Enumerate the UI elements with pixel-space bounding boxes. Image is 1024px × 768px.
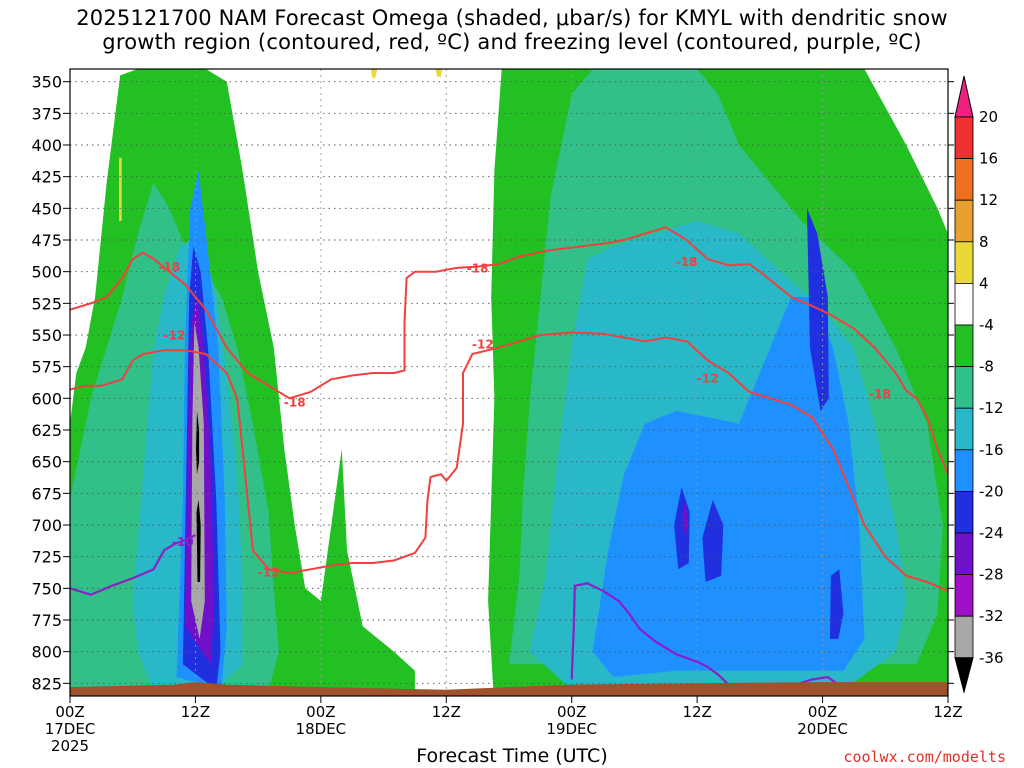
colorbar-label-2: 12 bbox=[979, 191, 998, 209]
colorbar-label-5: -4 bbox=[979, 316, 994, 334]
y-axis: 350 375 400 425 450 475 500 525 550 575 600 625 650 6… bbox=[31, 73, 954, 693]
x-tick-label-12-0: 12Z bbox=[181, 703, 210, 721]
y-tick-label-625: 625 bbox=[31, 421, 62, 440]
contour-label-1: -12 bbox=[164, 329, 186, 343]
colorbar-swatch-7 bbox=[954, 407, 974, 451]
y-tick-label-800: 800 bbox=[31, 643, 62, 662]
omega-area-w36-7 bbox=[196, 411, 200, 475]
y-tick-label-775: 775 bbox=[31, 611, 62, 630]
x-tick-label-24-1: 18DEC bbox=[296, 720, 347, 738]
colorbar-swatch-12 bbox=[954, 615, 974, 659]
colorbar-top-arrow bbox=[954, 75, 974, 118]
colorbar-swatch-2 bbox=[954, 199, 974, 243]
colorbar-swatch-8 bbox=[954, 449, 974, 492]
x-tick-label-0-2: 2025 bbox=[51, 737, 89, 755]
omega-area-up4-20 bbox=[119, 157, 122, 221]
colorbar-label-7: -12 bbox=[979, 399, 1004, 417]
colorbar-label-0: 20 bbox=[979, 108, 998, 126]
dgz-contour-0 bbox=[70, 226, 948, 475]
colorbar-label-4: 4 bbox=[979, 274, 989, 292]
dgz-contour-1 bbox=[70, 331, 948, 592]
y-tick-label-725: 725 bbox=[31, 548, 62, 567]
y-tick-label-575: 575 bbox=[31, 358, 62, 377]
x-tick-label-72-0: 00Z bbox=[808, 703, 837, 721]
x-tick-label-84-0: 12Z bbox=[933, 703, 962, 721]
contour-label-5: -18 bbox=[467, 261, 489, 275]
colorbar-label-6: -8 bbox=[979, 358, 994, 376]
omega-area-w32-6 bbox=[191, 322, 205, 639]
omega-area-up4-18 bbox=[371, 69, 378, 78]
y-tick-label-675: 675 bbox=[31, 484, 62, 503]
x-tick-label-24-0: 00Z bbox=[306, 703, 335, 721]
omega-shading bbox=[70, 69, 948, 690]
colorbar-swatch-6 bbox=[954, 366, 974, 409]
colorbar-label-11: -28 bbox=[979, 566, 1004, 584]
colorbar: 20 16 12 8 4 -4 -8 -12 -16 -20 -24 -28 -32 -36 bbox=[954, 75, 1004, 694]
y-tick-label-525: 525 bbox=[31, 294, 62, 313]
colorbar-label-1: 16 bbox=[979, 150, 998, 168]
omega-area-up4-19 bbox=[435, 69, 443, 77]
freezing-contour-1 bbox=[570, 582, 730, 686]
x-tick-label-48-0: 00Z bbox=[557, 703, 586, 721]
ground-strip bbox=[70, 682, 948, 696]
freezing-contour-0 bbox=[70, 534, 196, 596]
contour-label-2: -18 bbox=[284, 396, 306, 410]
x-axis-label: Forecast Time (UTC) bbox=[416, 745, 608, 767]
y-tick-label-475: 475 bbox=[31, 231, 62, 250]
y-tick-label-600: 600 bbox=[31, 389, 62, 408]
contour-label-6: -12 bbox=[472, 337, 494, 351]
y-tick-label-450: 450 bbox=[31, 199, 62, 218]
contour-label-8: -12 bbox=[697, 372, 719, 386]
y-tick-label-700: 700 bbox=[31, 516, 62, 535]
omega-area-w24-17 bbox=[682, 499, 688, 538]
colorbar-label-12: -32 bbox=[979, 607, 1004, 625]
y-tick-label-425: 425 bbox=[31, 168, 62, 187]
chart-title-line1: 2025121700 NAM Forecast Omega (shaded, μ… bbox=[76, 6, 948, 30]
contour-label-9: -18 bbox=[869, 387, 891, 401]
omega-area-w20-14 bbox=[702, 499, 724, 582]
omega-area-w16-12 bbox=[592, 297, 865, 677]
contour-label-0: -18 bbox=[158, 260, 180, 274]
contours: -18 -12 -18 -12 -10 -18 -12 -18 -12 -18 bbox=[70, 226, 948, 687]
colorbar-label-9: -20 bbox=[979, 482, 1004, 500]
colorbar-label-13: -36 bbox=[979, 649, 1004, 667]
colorbar-label-3: 8 bbox=[979, 233, 989, 251]
contour-label-7: -18 bbox=[676, 255, 698, 269]
y-tick-label-825: 825 bbox=[31, 674, 62, 693]
colorbar-bottom-arrow bbox=[954, 657, 974, 694]
x-tick-label-0-0: 00Z bbox=[55, 703, 84, 721]
colorbar-swatch-11 bbox=[954, 574, 974, 617]
colorbar-swatch-3 bbox=[954, 241, 974, 284]
plot-frame bbox=[69, 68, 949, 697]
x-tick-label-72-1: 20DEC bbox=[797, 720, 848, 738]
colorbar-swatch-4 bbox=[954, 282, 974, 326]
colorbar-label-8: -16 bbox=[979, 441, 1004, 459]
y-tick-label-650: 650 bbox=[31, 453, 62, 472]
source-credit[interactable]: coolwx.com/modelts bbox=[843, 748, 1006, 766]
y-tick-label-375: 375 bbox=[31, 104, 62, 123]
colorbar-swatch-9 bbox=[954, 490, 974, 534]
colorbar-swatch-1 bbox=[954, 158, 974, 201]
y-tick-label-750: 750 bbox=[31, 579, 62, 598]
y-tick-label-400: 400 bbox=[31, 136, 62, 155]
omega-area-w36-8 bbox=[196, 499, 201, 582]
ground bbox=[70, 682, 948, 696]
chart-title-line2: growth region (contoured, red, ºC) and f… bbox=[102, 30, 922, 54]
contour-label-4: -10 bbox=[172, 535, 194, 549]
x-tick-label-60-0: 12Z bbox=[682, 703, 711, 721]
y-tick-label-500: 500 bbox=[31, 263, 62, 282]
colorbar-label-10: -24 bbox=[979, 524, 1004, 542]
omega-area-w20-16 bbox=[829, 569, 844, 639]
contour-label-3: -12 bbox=[258, 565, 280, 579]
y-tick-label-550: 550 bbox=[31, 326, 62, 345]
colorbar-swatch-5 bbox=[954, 324, 974, 367]
y-tick-label-350: 350 bbox=[31, 73, 62, 92]
x-tick-label-48-1: 19DEC bbox=[546, 720, 597, 738]
x-tick-label-36-0: 12Z bbox=[432, 703, 461, 721]
x-tick-label-0-1: 17DEC bbox=[45, 720, 96, 738]
colorbar-swatch-0 bbox=[954, 116, 974, 159]
colorbar-swatch-10 bbox=[954, 532, 974, 575]
